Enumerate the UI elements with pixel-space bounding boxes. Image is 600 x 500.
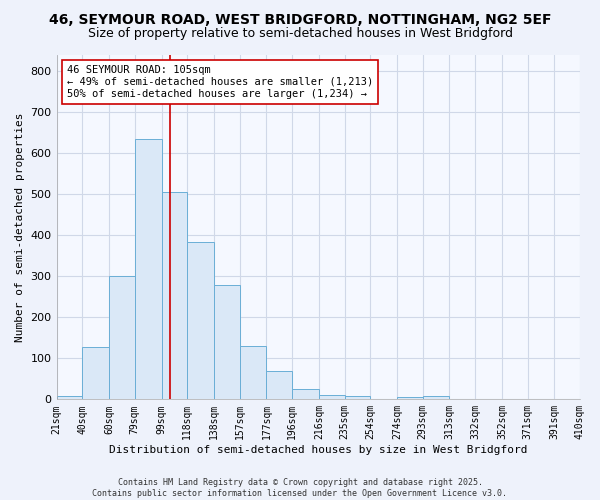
Bar	[239, 346, 266, 400]
Text: Size of property relative to semi-detached houses in West Bridgford: Size of property relative to semi-detach…	[88, 28, 512, 40]
Text: Contains HM Land Registry data © Crown copyright and database right 2025.
Contai: Contains HM Land Registry data © Crown c…	[92, 478, 508, 498]
Bar	[82, 347, 109, 400]
Text: 46 SEYMOUR ROAD: 105sqm
← 49% of semi-detached houses are smaller (1,213)
50% of: 46 SEYMOUR ROAD: 105sqm ← 49% of semi-de…	[67, 66, 373, 98]
Bar	[109, 276, 134, 400]
Bar	[56, 396, 82, 400]
X-axis label: Distribution of semi-detached houses by size in West Bridgford: Distribution of semi-detached houses by …	[109, 445, 527, 455]
Text: 46, SEYMOUR ROAD, WEST BRIDGFORD, NOTTINGHAM, NG2 5EF: 46, SEYMOUR ROAD, WEST BRIDGFORD, NOTTIN…	[49, 12, 551, 26]
Bar	[397, 398, 422, 400]
Bar	[266, 370, 292, 400]
Bar	[344, 396, 370, 400]
Bar	[292, 389, 319, 400]
Y-axis label: Number of semi-detached properties: Number of semi-detached properties	[15, 112, 25, 342]
Bar	[422, 396, 449, 400]
Bar	[134, 139, 161, 400]
Bar	[187, 242, 214, 400]
Bar	[161, 192, 187, 400]
Bar	[214, 286, 239, 400]
Bar	[319, 395, 344, 400]
